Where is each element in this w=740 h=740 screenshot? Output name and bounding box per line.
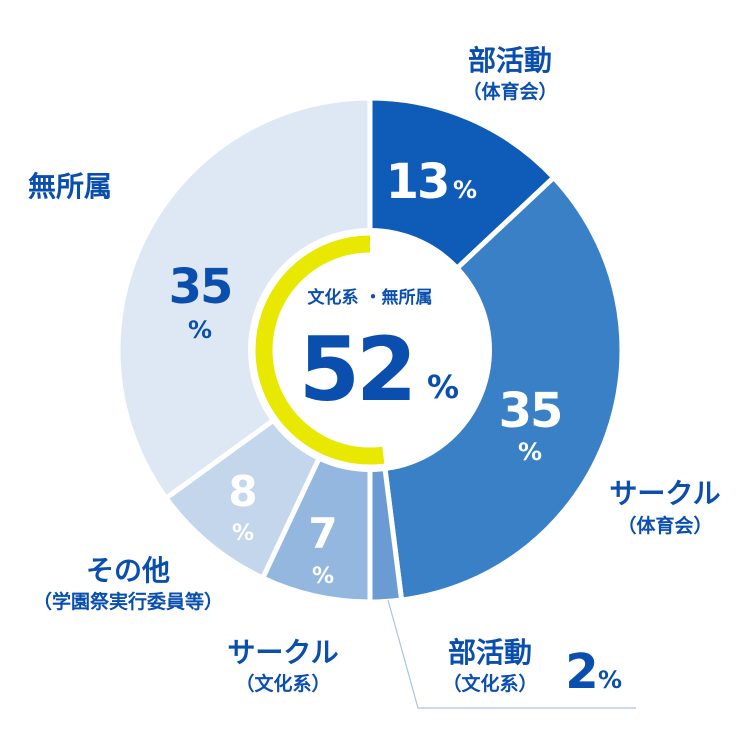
value-label-3: 7	[308, 509, 337, 558]
value-label-0: 13	[386, 154, 449, 210]
category-label-0: 部活動	[468, 44, 552, 77]
center-ring-arc	[255, 235, 385, 465]
category-sub-1: （体育会）	[617, 514, 712, 537]
category-sub-3: （文化系）	[235, 672, 330, 695]
leader-polyline	[387, 599, 636, 709]
category-label-5: 無所属	[28, 170, 112, 203]
unit-label-5: %	[188, 316, 212, 344]
unit-label-2: %	[598, 666, 622, 694]
center-unit: %	[427, 368, 459, 406]
pie-slice-5	[115, 95, 373, 501]
center-disc	[248, 228, 492, 472]
category-label-4: その他	[86, 554, 170, 587]
unit-label-3: %	[312, 564, 334, 589]
unit-label-1: %	[518, 438, 542, 466]
value-label-5: 35	[169, 259, 232, 315]
category-label-3: サークル	[227, 636, 338, 669]
pie-slice-1	[367, 174, 625, 603]
value-label-1: 35	[499, 383, 562, 439]
unit-label-4: %	[232, 521, 254, 546]
category-sub-0: （体育会）	[462, 80, 557, 103]
value-label-2: 2	[565, 644, 598, 700]
category-label-2: 部活動	[448, 636, 532, 669]
center-label: 文化系 ・無所属	[308, 287, 433, 308]
category-sub-4: （学園祭実行委員等）	[33, 590, 223, 613]
category-label-1: サークル	[609, 477, 720, 510]
center-value: 52	[299, 318, 413, 421]
unit-label-0: %	[453, 176, 477, 204]
leader-line	[387, 599, 636, 709]
category-sub-2: （文化系）	[442, 672, 537, 695]
center-ring	[248, 228, 492, 472]
value-label-4: 8	[228, 467, 257, 516]
